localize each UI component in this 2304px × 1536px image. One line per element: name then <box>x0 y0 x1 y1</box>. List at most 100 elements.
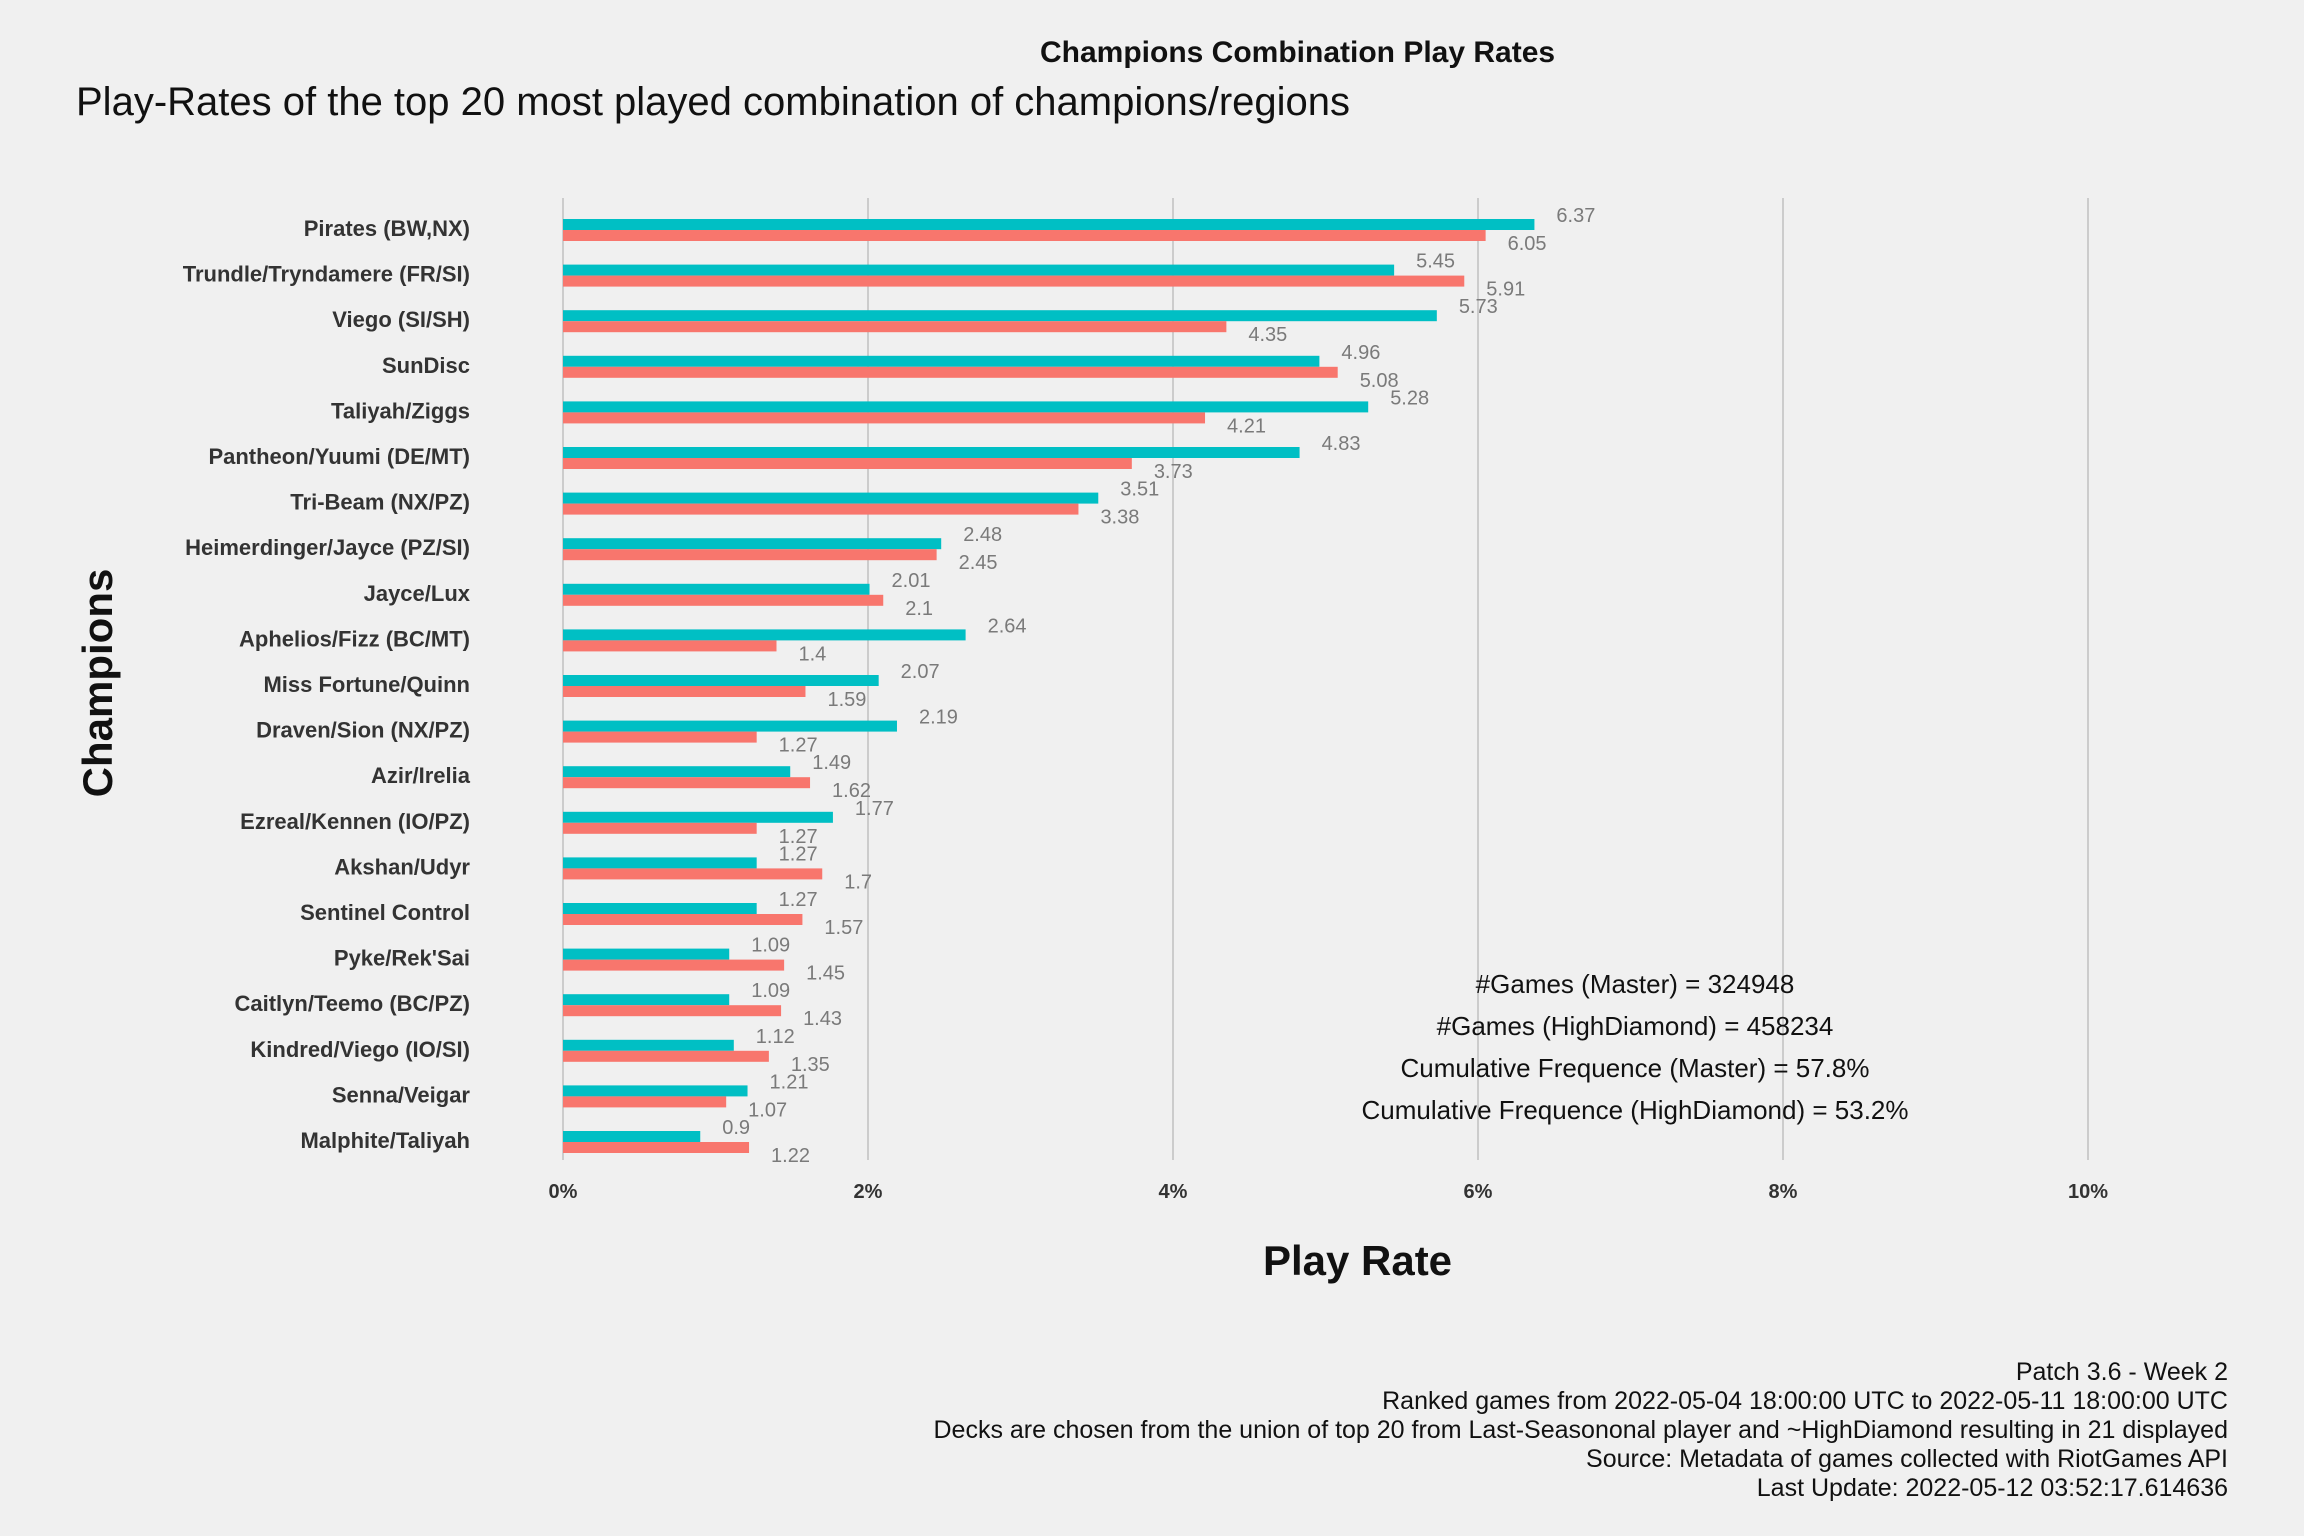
chart-subtitle: Play-Rates of the top 20 most played com… <box>76 80 1351 124</box>
bar-value-label: 3.38 <box>1100 507 1139 529</box>
y-tick-label: Draven/Sion (NX/PZ) <box>256 718 470 743</box>
bar-value-label: 6.37 <box>1556 205 1595 227</box>
bar-value-label: 2.1 <box>905 598 933 620</box>
bar-value-label: 1.27 <box>779 843 818 865</box>
bar-value-label: 2.19 <box>919 707 958 729</box>
x-tick-label: 0% <box>549 1181 578 1203</box>
bar-value-label: 5.91 <box>1486 279 1525 301</box>
bar-series-teal <box>563 447 1300 458</box>
x-tick-label: 4% <box>1159 1181 1188 1203</box>
bar-value-label: 5.08 <box>1360 370 1399 392</box>
y-tick-label: Pyke/Rek'Sai <box>334 946 470 971</box>
games-annotation: Cumulative Frequence (Master) = 57.8% <box>1401 1053 1870 1083</box>
bar-series-teal <box>563 1085 748 1097</box>
bar-value-label: 4.83 <box>1322 433 1361 455</box>
y-tick-label: Aphelios/Fizz (BC/MT) <box>239 626 470 651</box>
bar-value-label: 1.27 <box>779 735 818 757</box>
bar-value-label: 6.05 <box>1508 233 1547 255</box>
games-annotation: #Games (HighDiamond) = 458234 <box>1437 1011 1834 1041</box>
caption-line-patch: Patch 3.6 - Week 2 <box>2015 1358 2228 1386</box>
bar-series-salmon <box>563 366 1338 378</box>
y-tick-label: Sentinel Control <box>300 900 470 925</box>
bar-series-teal <box>563 355 1320 367</box>
bar-series-salmon <box>563 822 757 834</box>
bar-series-salmon <box>563 868 823 880</box>
y-tick-label: Caitlyn/Teemo (BC/PZ) <box>234 991 470 1016</box>
bar-value-label: 1.62 <box>832 780 871 802</box>
bar-value-label: 1.45 <box>806 963 845 985</box>
x-tick-label: 8% <box>1769 1181 1798 1203</box>
bar-series-teal <box>563 948 730 960</box>
bar-value-label: 1.49 <box>812 752 851 774</box>
bar-series-teal <box>563 903 757 914</box>
bar-value-label: 5.73 <box>1459 296 1498 318</box>
bar-value-label: 1.21 <box>770 1071 809 1093</box>
bar-series-salmon <box>563 275 1465 287</box>
bar-series-salmon <box>563 686 806 697</box>
bar-series-salmon <box>563 549 937 561</box>
x-tick-label: 2% <box>854 1181 883 1203</box>
bar-value-label: 1.22 <box>771 1145 810 1167</box>
x-tick-label: 10% <box>2068 1181 2108 1203</box>
y-tick-label: Pirates (BW,NX) <box>304 216 470 241</box>
caption-line-date-range: Ranked games from 2022-05-04 18:00:00 UT… <box>1382 1387 2228 1415</box>
bar-series-salmon <box>563 321 1227 333</box>
bar-series-salmon <box>563 1096 727 1108</box>
x-tick-label: 6% <box>1464 1181 1493 1203</box>
games-annotation: Cumulative Frequence (HighDiamond) = 53.… <box>1362 1095 1909 1125</box>
bar-value-label: 1.07 <box>748 1099 787 1121</box>
bar-series-salmon <box>563 1050 769 1062</box>
bar-series-salmon <box>563 503 1079 515</box>
y-tick-label: Senna/Veigar <box>332 1082 471 1107</box>
bar-value-label: 1.59 <box>827 689 866 711</box>
caption-line-source: Source: Metadata of games collected with… <box>1586 1445 2228 1473</box>
bar-value-label: 1.77 <box>855 798 894 820</box>
y-tick-label: Taliyah/Ziggs <box>331 398 470 423</box>
bar-series-teal <box>563 583 870 595</box>
bar-value-label: 4.96 <box>1341 342 1380 364</box>
bar-value-label: 5.45 <box>1416 251 1455 273</box>
y-tick-label: Azir/Irelia <box>371 763 471 788</box>
chart-caption: Patch 3.6 - Week 2 Ranked games from 202… <box>933 1358 2228 1503</box>
bar-value-label: 5.28 <box>1390 387 1429 409</box>
bar-series-salmon <box>563 1142 750 1153</box>
bar-series-teal <box>563 1039 734 1051</box>
bar-series-salmon <box>563 1005 782 1017</box>
y-tick-label: Miss Fortune/Quinn <box>263 672 470 697</box>
caption-line-deck-selection: Decks are chosen from the union of top 2… <box>933 1416 2228 1444</box>
bar-series-salmon <box>563 458 1132 469</box>
caption-line-last-update: Last Update: 2022-05-12 03:52:17.614636 <box>1756 1474 2228 1502</box>
bar-series-teal <box>563 1131 701 1142</box>
bar-series-teal <box>563 629 966 641</box>
bar-series-teal <box>563 401 1369 413</box>
bar-value-label: 2.48 <box>963 524 1002 546</box>
bar-value-label: 1.4 <box>799 643 827 665</box>
bar-value-label: 3.73 <box>1154 461 1193 483</box>
bar-series-teal <box>563 766 791 778</box>
y-tick-label: Trundle/Tryndamere (FR/SI) <box>183 262 470 287</box>
bar-series-teal <box>563 492 1099 504</box>
bar-value-label: 3.51 <box>1120 479 1159 501</box>
games-annotation: #Games (Master) = 324948 <box>1476 969 1795 999</box>
bar-series-salmon <box>563 731 757 743</box>
y-tick-label: Pantheon/Yuumi (DE/MT) <box>208 444 470 469</box>
y-tick-label: Viego (SI/SH) <box>332 307 470 332</box>
bar-value-label: 1.7 <box>844 871 872 893</box>
bar-value-label: 1.27 <box>779 826 818 848</box>
bar-series-salmon <box>563 959 785 971</box>
x-axis-title: Play Rate <box>1263 1237 1452 1284</box>
bar-value-label: 1.09 <box>751 935 790 957</box>
bar-series-salmon <box>563 640 777 652</box>
bar-value-label: 2.07 <box>901 661 940 683</box>
bar-value-label: 1.43 <box>803 1008 842 1030</box>
bar-series-teal <box>563 811 833 823</box>
bar-value-label: 1.35 <box>791 1054 830 1076</box>
bar-series-teal <box>563 720 897 732</box>
bar-value-label: 1.27 <box>779 889 818 911</box>
y-tick-label: Kindred/Viego (IO/SI) <box>250 1037 470 1062</box>
bar-value-label: 4.35 <box>1248 324 1287 346</box>
bar-value-label: 2.64 <box>988 615 1027 637</box>
bar-value-label: 0.9 <box>722 1117 750 1139</box>
bar-series-teal <box>563 538 942 550</box>
